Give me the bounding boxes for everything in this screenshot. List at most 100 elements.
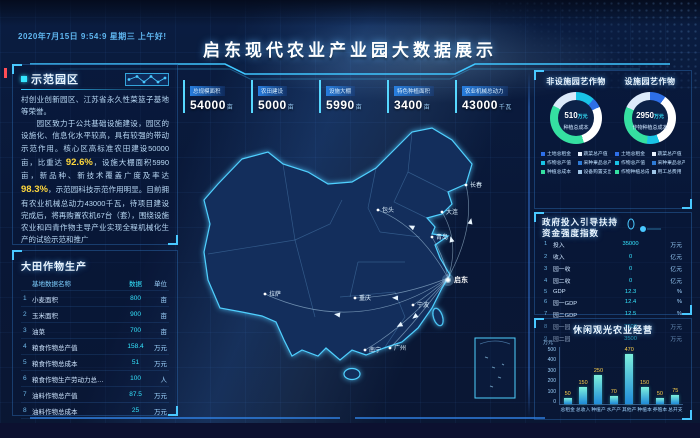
city-marker-qidong: 启东 bbox=[442, 274, 468, 286]
stat-unit: 亩 bbox=[423, 105, 431, 111]
china-map: 长春 包头 大连 青岛 启东 拉萨 重庆 宁波 南宁 广州 bbox=[180, 112, 535, 427]
route-arrow-icon bbox=[334, 312, 341, 318]
route-arrow-icon bbox=[467, 218, 473, 225]
city-marker: 长春 bbox=[464, 181, 482, 189]
legend-swatch bbox=[541, 160, 545, 165]
edge-tick-decoration bbox=[4, 68, 7, 78]
table-row: 6 园一GDP 12.4% bbox=[544, 299, 682, 307]
panel-field-crops: 大田作物生产 基地数据名称 数据 单位 1 小麦面积 800 亩 2 玉米面积 900 亩 … bbox=[12, 250, 178, 435]
donut-value: 510 bbox=[564, 111, 578, 120]
stat-label: 设施大棚 bbox=[326, 86, 356, 96]
stat-greenhouse: 设施大棚 5990亩 bbox=[319, 80, 382, 113]
table-row: 3 油菜 700 亩 bbox=[21, 322, 169, 339]
highlight-percent-1: 92.6% bbox=[65, 156, 93, 168]
city-marker: 广州 bbox=[388, 344, 406, 352]
title-underline-decoration bbox=[30, 63, 670, 80]
city-marker: 南宁 bbox=[363, 346, 381, 354]
stat-label: 农田建设 bbox=[258, 86, 288, 96]
bar-column: 150 总收入 bbox=[575, 380, 591, 413]
svg-text:青岛: 青岛 bbox=[436, 233, 448, 241]
svg-text:重庆: 重庆 bbox=[359, 294, 371, 302]
highlight-percent-2: 98.3% bbox=[21, 184, 48, 196]
province-borders bbox=[207, 131, 449, 348]
legend-swatch bbox=[615, 169, 619, 174]
legend-item[interactable]: 种植总成本 bbox=[541, 168, 575, 175]
stat-unit: 亩 bbox=[226, 105, 234, 111]
flight-routes bbox=[264, 184, 473, 351]
legend-swatch bbox=[651, 151, 656, 156]
legend-swatch bbox=[541, 151, 545, 156]
halftone-decoration bbox=[440, 0, 700, 90]
table-row: 7 油料作物总产值 87.5 万元 bbox=[21, 386, 169, 403]
col-name: 基地数据名称 bbox=[30, 275, 124, 291]
stat-label: 特色种植面积 bbox=[394, 86, 435, 96]
stat-value: 3400 bbox=[394, 98, 423, 112]
legend-item[interactable]: 采种果品总产值 bbox=[577, 159, 611, 166]
legend-swatch bbox=[577, 160, 582, 165]
park-para2-mid: ，设施大棚面积5990亩，新品种、新技术覆盖广度及率达 bbox=[21, 157, 169, 181]
legend-swatch bbox=[577, 151, 582, 156]
svg-text:大连: 大连 bbox=[446, 208, 458, 216]
legend-swatch bbox=[651, 169, 656, 174]
donut-unit: 万元 bbox=[577, 114, 588, 120]
col-value: 数据 bbox=[123, 275, 149, 291]
stat-value: 5990 bbox=[326, 98, 355, 112]
donut-chart-non-facility: 510万元 种植总成本 bbox=[550, 92, 602, 144]
donut-label: 作物种植总成本 bbox=[632, 125, 668, 131]
route-arrow-icon bbox=[396, 321, 404, 327]
city-marker: 大连 bbox=[440, 208, 458, 216]
legend-item[interactable]: 土地总租金 bbox=[615, 150, 649, 157]
col-unit: 单位 bbox=[148, 275, 169, 291]
datetime-text: 2020年7月15日 9:54:9 星期三 上午好! bbox=[18, 32, 167, 41]
legend-item[interactable]: 作物总产值 bbox=[541, 159, 575, 166]
table-row: 5 粮食作物总成本 51 万元 bbox=[21, 354, 169, 371]
y-tick: 100 bbox=[547, 388, 556, 395]
panel-horticulture: 非设施园艺作物 510万元 种植总成本 土地总租金 蔬菜总产值 作物总产值 采种… bbox=[534, 70, 692, 209]
stat-unit: 亩 bbox=[287, 105, 295, 111]
bar bbox=[563, 398, 572, 404]
non-facility-title: 非设施园艺作物 bbox=[546, 77, 606, 86]
stat-value: 5000 bbox=[258, 98, 287, 112]
legend-facility: 土地总租金 蔬菜总产值 作物总产值 采种果品总产值 作物种植总成本 用工总费用 bbox=[613, 150, 687, 175]
bar-column: 50 养殖本 bbox=[652, 391, 668, 413]
stat-machinery-power: 农业机械总动力 43000千瓦 bbox=[455, 80, 518, 113]
donut-unit: 万元 bbox=[653, 114, 664, 120]
park-para1: 村创业创新园区、江苏省永久性菜篮子基地等荣誉。 bbox=[21, 95, 169, 117]
bar bbox=[579, 387, 588, 404]
non-facility-horticulture: 非设施园艺作物 510万元 种植总成本 土地总租金 蔬菜总产值 作物总产值 采种… bbox=[539, 76, 613, 205]
legend-item[interactable]: 作物总产值 bbox=[615, 159, 649, 166]
facility-title: 设施园艺作物 bbox=[624, 77, 676, 86]
legend-item[interactable]: 作物种植总成本 bbox=[615, 168, 649, 175]
bar bbox=[671, 395, 680, 404]
bar-column: 250 种植产 bbox=[591, 368, 606, 413]
y-tick: 400 bbox=[547, 357, 556, 364]
table-row: 8 园一园 3500 万元 bbox=[544, 323, 682, 332]
stat-value: 54000 bbox=[190, 98, 226, 112]
donut-value: 2950 bbox=[636, 111, 654, 120]
city-marker: 拉萨 bbox=[263, 290, 281, 298]
panel-bullet-icon bbox=[21, 76, 27, 82]
bar-column: 70 水产产 bbox=[606, 389, 622, 413]
bar bbox=[594, 375, 603, 404]
facility-horticulture: 设施园艺作物 2950万元 作物种植总成本 土地总租金 蔬菜总产值 作物总产值 … bbox=[613, 76, 687, 205]
legend-item[interactable]: 蔬菜总产值 bbox=[577, 150, 612, 157]
hainan-island bbox=[343, 367, 361, 381]
table-row: 3 园一收 0 亿元 bbox=[544, 265, 682, 274]
table-row: 4 粮食作物总产值 158.4 万元 bbox=[21, 338, 169, 355]
y-axis-unit: 万元 bbox=[543, 340, 554, 346]
svg-text:包头: 包头 bbox=[382, 206, 394, 214]
svg-text:拉萨: 拉萨 bbox=[269, 290, 281, 298]
bar-column: 75 总开支 bbox=[668, 388, 683, 413]
legend-item[interactable]: 用工总费用 bbox=[651, 168, 686, 175]
legend-item[interactable]: 土地总租金 bbox=[541, 150, 575, 157]
header-divider bbox=[21, 89, 169, 90]
panel-leisure-agriculture: 休闲观光农业经营 万元 500 400 300 200 100 0 50 总租金 … bbox=[534, 318, 692, 420]
government-table: 1 投入 35000 万元 2 收入 0 亿元 3 园一收 0 亿元 4 园二收 0 亿元 5 GDP 12… bbox=[542, 238, 684, 345]
field-crops-table: 基地数据名称 数据 单位 1 小麦面积 800 亩 2 玉米面积 900 亩 3 油菜 700 亩… bbox=[21, 275, 169, 435]
legend-item[interactable]: 设备购置支出 bbox=[577, 168, 611, 175]
legend-item[interactable]: 采种果品总产值 bbox=[651, 159, 685, 166]
city-marker: 青岛 bbox=[430, 233, 448, 241]
route-arrow-icon bbox=[408, 225, 416, 231]
legend-item[interactable]: 蔬菜总产值 bbox=[651, 150, 686, 157]
taiwan-island bbox=[432, 307, 444, 327]
